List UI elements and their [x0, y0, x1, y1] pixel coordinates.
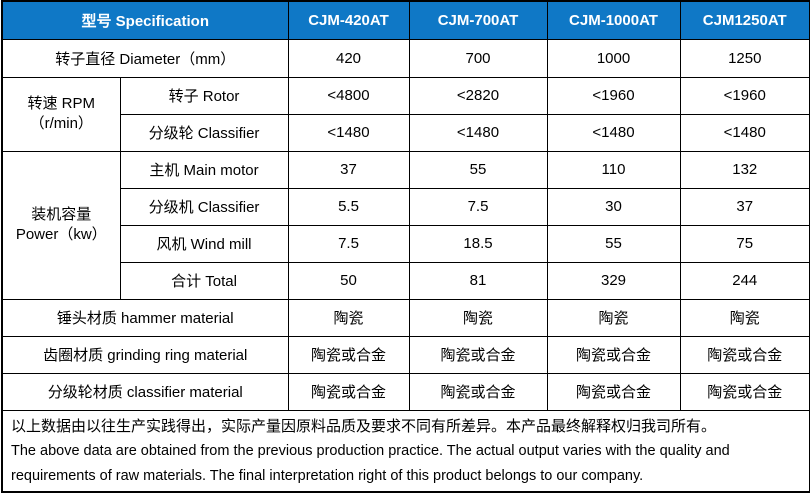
wind-mill-value: 55 [546, 224, 681, 263]
rotor-rpm-row: 转速 RPM （r/min） 转子 Rotor <4800 <2820 <196… [1, 76, 810, 152]
classifier-power-value: 37 [679, 187, 810, 226]
total-power-value: 329 [546, 261, 681, 300]
classifier-power-value: 5.5 [287, 187, 410, 226]
classifier-power-label: 分级机 Classifier [119, 187, 289, 226]
main-motor-row: 装机容量 Power（kw） 主机 Main motor 37 55 110 1… [1, 150, 810, 300]
header-row: 型号 Specification CJM-420AT CJM-700AT CJM… [1, 0, 810, 40]
grinding-ring-material-value: 陶瓷或合金 [287, 335, 410, 374]
footnote-row: 以上数据由以往生产实践得出，实际产量因原料品质及要求不同有所差异。本产品最终解释… [1, 409, 810, 492]
total-power-value: 244 [679, 261, 810, 300]
diameter-row: 转子直径 Diameter（mm） 420 700 1000 1250 [1, 38, 810, 78]
classifier-rpm-label: 分级轮 Classifier [119, 113, 289, 152]
spec-header-cell: 型号 Specification [1, 0, 289, 40]
classifier-material-label: 分级轮材质 classifier material [1, 372, 289, 411]
model-header-cjm-420at: CJM-420AT [287, 0, 410, 40]
footnote-cell: 以上数据由以往生产实践得出，实际产量因原料品质及要求不同有所差异。本产品最终解释… [1, 409, 810, 492]
classifier-power-row: 分级机 Classifier 5.5 7.5 30 37 [2, 187, 810, 226]
hammer-material-value: 陶瓷 [287, 298, 410, 337]
classifier-rpm-value: <1480 [546, 113, 681, 152]
model-header-cjm-700at: CJM-700AT [408, 0, 548, 40]
main-motor-label: 主机 Main motor [119, 150, 289, 189]
main-motor-value: 132 [679, 150, 810, 189]
grinding-ring-material-value: 陶瓷或合金 [408, 335, 548, 374]
footnote-english: The above data are obtained from the pre… [11, 442, 730, 484]
classifier-power-value: 7.5 [408, 187, 548, 226]
classifier-material-value: 陶瓷或合金 [546, 372, 681, 411]
classifier-material-value: 陶瓷或合金 [679, 372, 810, 411]
total-power-value: 50 [287, 261, 410, 300]
hammer-material-value: 陶瓷 [679, 298, 810, 337]
grinding-ring-material-row: 齿圈材质 grinding ring material 陶瓷或合金 陶瓷或合金 … [1, 335, 810, 374]
model-header-cjm-1000at: CJM-1000AT [546, 0, 681, 40]
total-power-row: 合计 Total 50 81 329 244 [2, 261, 810, 300]
hammer-material-value: 陶瓷 [546, 298, 681, 337]
classifier-rpm-value: <1480 [408, 113, 548, 152]
power-group-label: 装机容量 Power（kw） [1, 150, 121, 300]
diameter-value: 420 [287, 38, 410, 78]
classifier-rpm-value: <1480 [287, 113, 410, 152]
classifier-material-value: 陶瓷或合金 [287, 372, 410, 411]
rotor-rpm-value: <2820 [408, 76, 548, 115]
wind-mill-value: 7.5 [287, 224, 410, 263]
rotor-rpm-value: <1960 [546, 76, 681, 115]
hammer-material-label: 锤头材质 hammer material [1, 298, 289, 337]
rpm-group-label: 转速 RPM （r/min） [1, 76, 121, 152]
grinding-ring-material-value: 陶瓷或合金 [679, 335, 810, 374]
hammer-material-value: 陶瓷 [408, 298, 548, 337]
diameter-value: 1250 [679, 38, 810, 78]
diameter-value: 1000 [546, 38, 681, 78]
wind-mill-value: 18.5 [408, 224, 548, 263]
rotor-rpm-label: 转子 Rotor [119, 76, 289, 115]
diameter-value: 700 [408, 38, 548, 78]
classifier-material-value: 陶瓷或合金 [408, 372, 548, 411]
main-motor-value: 110 [546, 150, 681, 189]
total-power-value: 81 [408, 261, 548, 300]
wind-mill-value: 75 [679, 224, 810, 263]
grinding-ring-material-label: 齿圈材质 grinding ring material [1, 335, 289, 374]
footnote-chinese: 以上数据由以往生产实践得出，实际产量因原料品质及要求不同有所差异。本产品最终解释… [11, 417, 717, 435]
classifier-rpm-row: 分级轮 Classifier <1480 <1480 <1480 <1480 [2, 113, 810, 152]
grinding-ring-material-value: 陶瓷或合金 [546, 335, 681, 374]
rpm-group-label-line2: （r/min） [29, 115, 93, 132]
model-header-cjm-1250at: CJM1250AT [679, 0, 810, 40]
classifier-power-value: 30 [546, 187, 681, 226]
rotor-rpm-value: <1960 [679, 76, 810, 115]
rotor-rpm-value: <4800 [287, 76, 410, 115]
power-group-label-line1: 装机容量 [31, 206, 92, 223]
power-group-label-line2: Power（kw） [15, 226, 107, 243]
main-motor-value: 55 [408, 150, 548, 189]
classifier-material-row: 分级轮材质 classifier material 陶瓷或合金 陶瓷或合金 陶瓷… [1, 372, 810, 411]
wind-mill-label: 风机 Wind mill [119, 224, 289, 263]
rpm-group-label-line1: 转速 RPM [27, 95, 95, 112]
total-power-label: 合计 Total [119, 261, 289, 300]
diameter-label: 转子直径 Diameter（mm） [1, 38, 289, 78]
classifier-rpm-value: <1480 [679, 113, 810, 152]
main-motor-value: 37 [287, 150, 410, 189]
wind-mill-row: 风机 Wind mill 7.5 18.5 55 75 [2, 224, 810, 263]
hammer-material-row: 锤头材质 hammer material 陶瓷 陶瓷 陶瓷 陶瓷 [1, 298, 810, 337]
